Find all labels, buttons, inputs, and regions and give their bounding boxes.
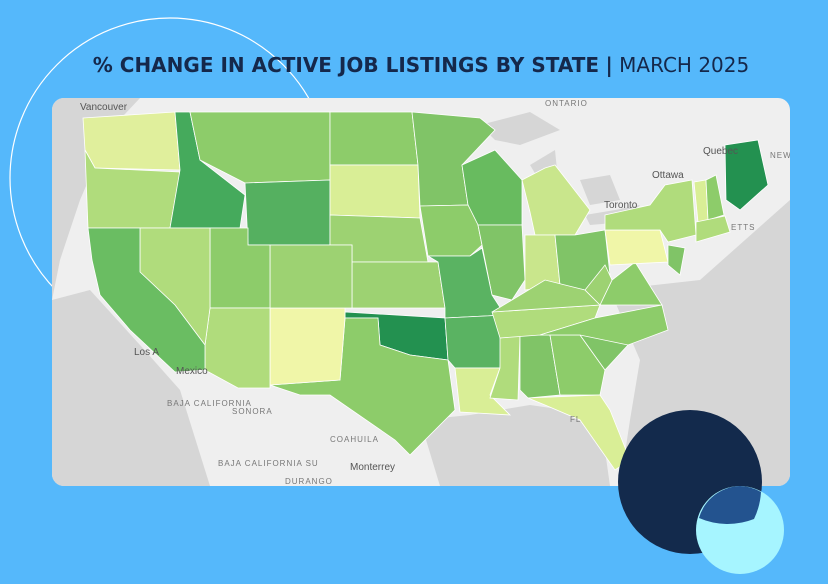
- state: [521, 164, 591, 236]
- place-label: COAHUILA: [330, 435, 379, 444]
- place-label: Vancouver: [80, 102, 128, 113]
- place-label: ONTARIO: [545, 99, 588, 108]
- ocean: [610, 200, 790, 486]
- state: [329, 111, 419, 166]
- place-label: Los A: [134, 347, 159, 358]
- place-label: Monterrey: [350, 462, 395, 473]
- state: [351, 261, 446, 309]
- state: [269, 307, 346, 386]
- place-label: Mexico: [176, 366, 208, 377]
- place-label: Toronto: [604, 200, 638, 211]
- place-label: BAJA CALIFORNIA: [167, 399, 252, 408]
- place-label: SONORA: [232, 407, 273, 416]
- state: [244, 179, 331, 246]
- place-label: Ottawa: [652, 170, 684, 181]
- ocean: [52, 98, 140, 300]
- states: [82, 111, 769, 471]
- place-label: FL: [570, 415, 581, 424]
- place-labels: Vancouver ONTARIO Quebec Ottawa Toronto …: [80, 99, 828, 486]
- lakes: [480, 112, 640, 225]
- state: [667, 244, 686, 276]
- map: Vancouver ONTARIO Quebec Ottawa Toronto …: [52, 98, 828, 486]
- state: [329, 164, 421, 219]
- gulf: [420, 405, 610, 486]
- state: [87, 227, 206, 373]
- place-label: NEW BRUNSW: [770, 151, 828, 160]
- deco-overlap: [699, 486, 761, 524]
- state: [82, 111, 181, 171]
- state: [724, 139, 769, 211]
- place-label: ETTS: [731, 223, 755, 232]
- state: [584, 264, 613, 306]
- state: [454, 367, 512, 416]
- title: % CHANGE IN ACTIVE JOB LISTINGS BY STATE…: [93, 53, 749, 77]
- place-label: Quebec: [703, 146, 738, 157]
- state: [695, 215, 731, 243]
- state: [604, 229, 669, 266]
- ocean: [52, 290, 210, 486]
- state: [269, 244, 353, 309]
- state: [705, 174, 725, 221]
- place-label: BAJA CALIFORNIA SU: [218, 459, 319, 468]
- place-label: DURANGO: [285, 477, 333, 486]
